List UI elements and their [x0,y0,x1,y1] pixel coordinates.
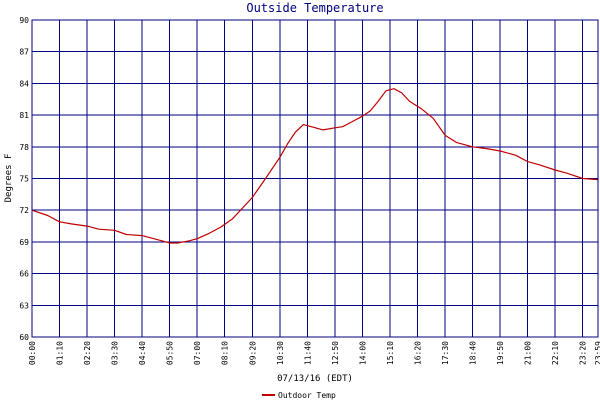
y-tick-label: 90 [19,16,29,25]
x-tick-label: 01:10 [56,341,65,365]
x-tick-label: 00:00 [28,341,37,365]
x-tick-label: 23:59 [594,341,600,365]
y-tick-label: 87 [19,48,29,57]
x-tick-label: 04:40 [138,341,147,365]
series-layer [31,88,599,244]
y-tick-label: 60 [19,333,29,342]
x-tick-label: 16:20 [413,341,422,365]
x-tick-label: 12:50 [331,341,340,365]
x-tick-label: 23:20 [579,341,588,365]
x-tick-label: 02:20 [83,341,92,365]
y-tick-label: 78 [19,143,29,152]
series-line-outdoor-temp [31,88,599,244]
x-tick-label: 07:00 [193,341,202,365]
x-tick-label: 17:30 [441,341,450,365]
x-tick-label: 22:10 [551,341,560,365]
x-tick-label: 11:40 [303,341,312,365]
grid [31,19,599,338]
x-tick-label: 15:10 [386,341,395,365]
chart-title: Outside Temperature [246,1,383,15]
y-tick-label: 63 [19,301,29,310]
x-tick-label: 10:30 [276,341,285,365]
x-tick-label: 21:00 [524,341,533,365]
x-tick-label: 19:50 [496,341,505,365]
x-tick-labels: 00:00 01:10 02:20 03:30 04:40 05:50 07:00 08:10… [28,341,600,365]
y-tick-label: 84 [19,79,29,88]
plot-frame [31,19,599,338]
y-tick-label: 81 [19,111,29,120]
x-tick-label: 09:20 [248,341,257,365]
x-tick-label: 03:30 [111,341,120,365]
x-axis-label: 07/13/16 (EDT) [277,374,353,384]
x-tick-label: 14:00 [358,341,367,365]
y-tick-label: 72 [19,206,29,215]
y-tick-label: 66 [19,270,29,279]
legend-label: Outdoor Temp [278,391,336,400]
legend: Outdoor Temp [262,391,336,400]
y-axis-label: Degrees F [4,154,14,203]
x-tick-label: 05:50 [166,341,175,365]
y-tick-label: 75 [19,175,29,184]
y-tick-label: 69 [19,238,29,247]
x-tick-label: 08:10 [221,341,230,365]
x-tick-label: 18:40 [469,341,478,365]
y-tick-labels: 60 63 66 69 72 75 78 81 84 87 90 [19,16,29,342]
